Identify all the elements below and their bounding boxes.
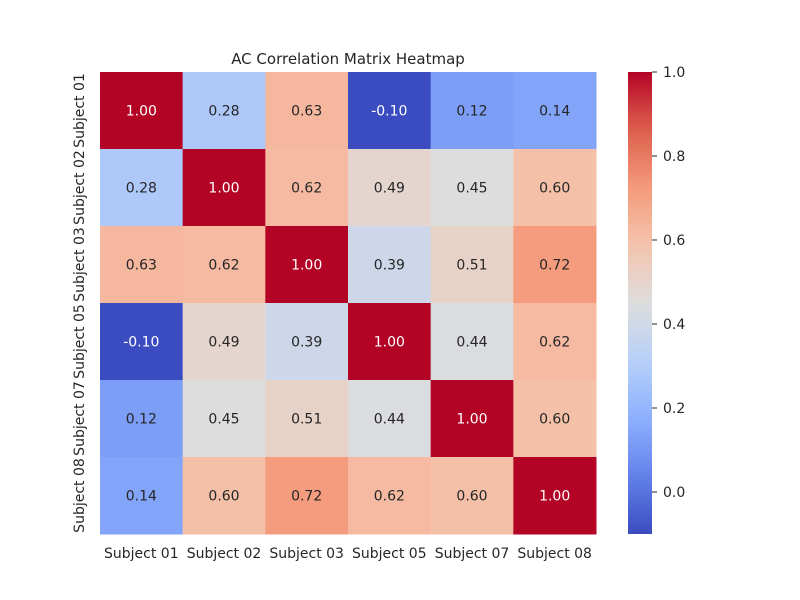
colorbar-tick-label: 0.0 bbox=[663, 485, 685, 501]
heatmap-cell bbox=[513, 457, 597, 535]
heatmap-cell bbox=[182, 226, 266, 304]
heatmap-cell bbox=[265, 72, 349, 150]
colorbar: 0.0 0.2 0.4 0.6 0.8 1.0 bbox=[628, 65, 685, 534]
chart-title: AC Correlation Matrix Heatmap bbox=[231, 50, 465, 68]
cell-value-label: 0.72 bbox=[291, 489, 322, 505]
cell-value-label: 0.28 bbox=[208, 104, 239, 120]
heatmap-cells: 1.00 0.28 0.63 -0.10 0.12 0.14 0.28 1.00 0.62 0.4… bbox=[100, 72, 597, 535]
heatmap-cell bbox=[182, 72, 266, 150]
colorbar-tick-label: 0.2 bbox=[663, 401, 685, 417]
heatmap-cell bbox=[100, 149, 184, 227]
cell-value-label: 0.49 bbox=[208, 335, 239, 351]
cell-value-label: 1.00 bbox=[126, 104, 157, 120]
cell-value-label: 0.44 bbox=[456, 335, 487, 351]
heatmap-cell bbox=[430, 149, 514, 227]
cell-value-label: 0.14 bbox=[126, 489, 157, 505]
cell-value-label: 1.00 bbox=[456, 412, 487, 428]
heatmap-cell bbox=[265, 149, 349, 227]
heatmap-cell bbox=[430, 226, 514, 304]
y-axis-tick-labels: Subject 01 Subject 02 Subject 03 Subject 05… bbox=[72, 73, 88, 533]
cell-value-label: 0.60 bbox=[208, 489, 239, 505]
cell-value-label: 1.00 bbox=[291, 258, 322, 274]
colorbar-tick-label: 1.0 bbox=[663, 65, 685, 81]
colorbar-tick-label: 0.6 bbox=[663, 233, 685, 249]
cell-value-label: 0.62 bbox=[291, 181, 322, 197]
cell-value-label: 1.00 bbox=[208, 181, 239, 197]
y-tick-label: Subject 08 bbox=[72, 458, 88, 533]
heatmap-cell bbox=[100, 72, 184, 150]
heatmap-cell bbox=[100, 457, 184, 535]
heatmap-cell bbox=[100, 303, 184, 381]
heatmap-cell bbox=[513, 380, 597, 458]
cell-value-label: 0.49 bbox=[374, 181, 405, 197]
heatmap-cell bbox=[265, 303, 349, 381]
heatmap-cell bbox=[100, 226, 184, 304]
heatmap-cell bbox=[348, 72, 432, 150]
heatmap-cell bbox=[430, 380, 514, 458]
cell-value-label: 0.63 bbox=[126, 258, 157, 274]
cell-value-label: 0.39 bbox=[374, 258, 405, 274]
heatmap-cell bbox=[513, 303, 597, 381]
cell-value-label: 0.12 bbox=[126, 412, 157, 428]
cell-value-label: 0.51 bbox=[456, 258, 487, 274]
cell-value-label: 0.62 bbox=[208, 258, 239, 274]
heatmap-cell bbox=[430, 72, 514, 150]
heatmap-cell bbox=[265, 457, 349, 535]
cell-value-label: 0.60 bbox=[456, 489, 487, 505]
cell-value-label: 0.63 bbox=[291, 104, 322, 120]
cell-value-label: 0.12 bbox=[456, 104, 487, 120]
heatmap-cell bbox=[513, 72, 597, 150]
y-tick-label: Subject 05 bbox=[72, 304, 88, 379]
heatmap-cell bbox=[430, 457, 514, 535]
heatmap-cell bbox=[100, 380, 184, 458]
heatmap-cell bbox=[265, 380, 349, 458]
heatmap-cell bbox=[513, 149, 597, 227]
cell-value-label: 0.51 bbox=[291, 412, 322, 428]
heatmap-cell bbox=[348, 303, 432, 381]
colorbar-tick-label: 0.4 bbox=[663, 317, 685, 333]
cell-value-label: 0.62 bbox=[539, 335, 570, 351]
heatmap-cell bbox=[348, 149, 432, 227]
colorbar-tick-label: 0.8 bbox=[663, 149, 685, 165]
heatmap-cell bbox=[513, 226, 597, 304]
x-tick-label: Subject 07 bbox=[435, 546, 510, 562]
x-tick-label: Subject 08 bbox=[517, 546, 592, 562]
heatmap-cell bbox=[182, 457, 266, 535]
cell-value-label: 1.00 bbox=[374, 335, 405, 351]
cell-value-label: 0.45 bbox=[208, 412, 239, 428]
cell-value-label: 0.45 bbox=[456, 181, 487, 197]
heatmap-cell bbox=[348, 380, 432, 458]
heatmap-cell bbox=[182, 149, 266, 227]
cell-value-label: 0.39 bbox=[291, 335, 322, 351]
cell-value-label: 0.14 bbox=[539, 104, 570, 120]
x-tick-label: Subject 01 bbox=[104, 546, 179, 562]
y-tick-label: Subject 07 bbox=[72, 381, 88, 456]
cell-value-label: 0.62 bbox=[374, 489, 405, 505]
cell-value-label: 0.44 bbox=[374, 412, 405, 428]
y-tick-label: Subject 01 bbox=[72, 73, 88, 148]
y-tick-label: Subject 03 bbox=[72, 227, 88, 302]
x-tick-label: Subject 02 bbox=[187, 546, 262, 562]
heatmap-cell bbox=[265, 226, 349, 304]
cell-value-label: 0.28 bbox=[126, 181, 157, 197]
cell-value-label: 0.72 bbox=[539, 258, 570, 274]
cell-value-label: 0.60 bbox=[539, 181, 570, 197]
heatmap-cell bbox=[348, 226, 432, 304]
x-axis-tick-labels: Subject 01 Subject 02 Subject 03 Subject 05… bbox=[104, 546, 592, 562]
x-tick-label: Subject 03 bbox=[269, 546, 344, 562]
heatmap-cell bbox=[182, 380, 266, 458]
heatmap-cell bbox=[430, 303, 514, 381]
heatmap-cell bbox=[348, 457, 432, 535]
cell-value-label: -0.10 bbox=[123, 335, 159, 351]
colorbar-gradient bbox=[628, 72, 652, 534]
heatmap-cell bbox=[182, 303, 266, 381]
cell-value-label: 1.00 bbox=[539, 489, 570, 505]
cell-value-label: -0.10 bbox=[371, 104, 407, 120]
cell-value-label: 0.60 bbox=[539, 412, 570, 428]
x-tick-label: Subject 05 bbox=[352, 546, 427, 562]
y-tick-label: Subject 02 bbox=[72, 150, 88, 225]
